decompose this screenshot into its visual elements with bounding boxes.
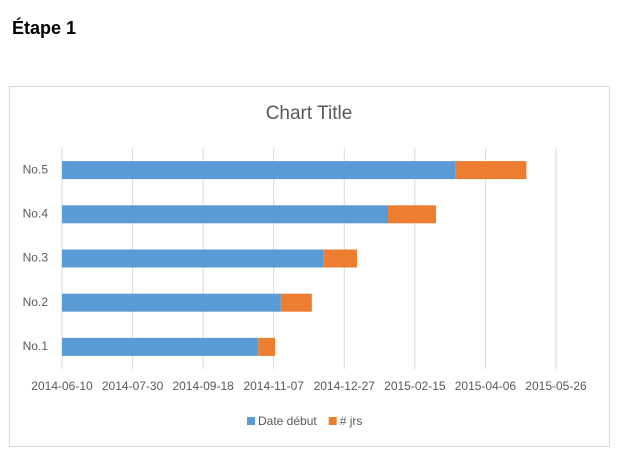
legend-label: # jrs (340, 414, 363, 428)
x-tick-label: 2014-06-10 (31, 379, 93, 393)
bar-segment (62, 293, 281, 312)
x-tick-label: 2014-12-27 (314, 379, 376, 393)
y-tick-label: No.1 (23, 339, 49, 353)
heading: Étape 1 (12, 17, 76, 38)
x-tick-label: 2015-02-15 (384, 379, 446, 393)
bar-segment (280, 293, 312, 312)
bar-segment (62, 161, 456, 180)
bar-segment (323, 249, 357, 268)
x-tick-label: 2014-09-18 (172, 379, 234, 393)
legend-swatch (247, 417, 255, 425)
bar-segment (62, 205, 389, 224)
y-tick-label: No.5 (23, 162, 49, 176)
bar-segment (62, 337, 259, 356)
x-tick-label: 2015-05-26 (525, 379, 587, 393)
x-tick-label: 2015-04-06 (455, 379, 517, 393)
y-tick-label: No.3 (23, 251, 49, 265)
x-tick-label: 2014-11-07 (243, 379, 304, 393)
x-tick-label: 2014-07-30 (102, 379, 164, 393)
y-tick-label: No.2 (23, 295, 49, 309)
bar-segment (258, 337, 276, 356)
y-tick-label: No.4 (23, 206, 49, 220)
bar-segment (455, 161, 527, 180)
legend-swatch (328, 417, 337, 425)
chart-title: Chart Title (266, 103, 353, 124)
bar-segment (388, 205, 437, 224)
bar-segment (62, 249, 324, 268)
legend-label: Date début (258, 414, 317, 428)
